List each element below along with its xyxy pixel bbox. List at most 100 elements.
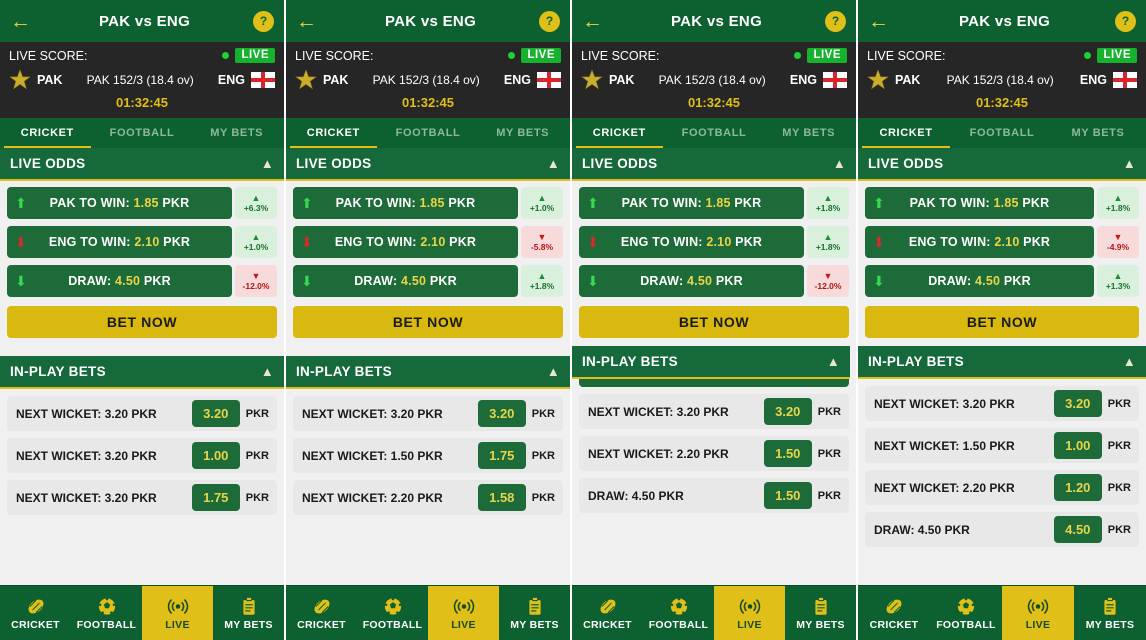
- tab-cricket[interactable]: CRICKET: [0, 118, 95, 149]
- odds-selection[interactable]: ⬆ PAK TO WIN: 1.85 PKR ⬆: [579, 187, 804, 219]
- chevron-up-icon[interactable]: ▲: [546, 156, 560, 171]
- odds-row[interactable]: ⬆ PAK TO WIN: 1.85 PKR ⬆ ▲ +6.3%: [7, 187, 277, 219]
- bottom-nav-my-bets[interactable]: MY BETS: [785, 586, 856, 640]
- odds-row[interactable]: ⬇ DRAW: 4.50 PKR ⬇ ▲ +1.3%: [865, 265, 1139, 297]
- odds-row[interactable]: ⬇ ENG TO WIN: 2.10 PKR ⬇ ▲ +1.0%: [7, 226, 277, 258]
- odds-row[interactable]: ⬇ ENG TO WIN: 2.10 PKR ⬇ ▼ -5.8%: [293, 226, 563, 258]
- help-button[interactable]: ?: [1115, 10, 1136, 32]
- odds-row[interactable]: ⬆ PAK TO WIN: 1.85 PKR ⬆ ▲ +1.8%: [865, 187, 1139, 219]
- inplay-bets-section-header[interactable]: IN-PLAY BETS ▲: [572, 346, 850, 379]
- back-arrow-icon[interactable]: ←: [296, 9, 317, 33]
- odds-row[interactable]: ⬇ DRAW: 4.50 PKR ⬇ ▼ -12.0%: [579, 265, 849, 297]
- bottom-nav-my-bets[interactable]: MY BETS: [213, 586, 284, 640]
- bottom-nav-cricket[interactable]: CRICKET: [572, 586, 643, 640]
- tab-my-bets[interactable]: MY BETS: [189, 118, 284, 148]
- inplay-bet-row[interactable]: NEXT WICKET: 2.20 PKR 1.50 PKR: [579, 436, 849, 471]
- help-button[interactable]: ?: [253, 10, 274, 32]
- bottom-nav-cricket[interactable]: CRICKET: [858, 586, 930, 640]
- inplay-odd-button[interactable]: 1.50: [763, 440, 812, 467]
- tab-football[interactable]: FOOTBALL: [381, 118, 476, 148]
- inplay-bet-row[interactable]: NEXT WICKET: 1.50 PKR 1.00 PKR: [865, 428, 1139, 463]
- help-button[interactable]: ?: [539, 10, 560, 32]
- inplay-odd-button[interactable]: 3.20: [1053, 390, 1102, 417]
- inplay-bets-section-header[interactable]: IN-PLAY BETS ▲: [858, 346, 1146, 379]
- bottom-nav-football[interactable]: FOOTBALL: [930, 586, 1002, 640]
- chevron-up-icon[interactable]: ▲: [1122, 354, 1136, 369]
- tab-football[interactable]: FOOTBALL: [954, 118, 1050, 148]
- live-odds-section-header[interactable]: LIVE ODDS ▲: [858, 148, 1146, 181]
- bottom-nav-live[interactable]: LIVE: [714, 586, 785, 640]
- inplay-odd-button[interactable]: 1.75: [191, 484, 240, 511]
- inplay-odd-button[interactable]: 4.50: [1053, 516, 1102, 543]
- inplay-bet-row[interactable]: DRAW: 4.50 PKR 1.50 PKR: [579, 478, 849, 513]
- tab-my-bets[interactable]: MY BETS: [475, 118, 570, 148]
- live-odds-section-header[interactable]: LIVE ODDS ▲: [286, 148, 570, 181]
- back-arrow-icon[interactable]: ←: [868, 9, 889, 33]
- live-odds-section-header[interactable]: LIVE ODDS ▲: [0, 148, 284, 181]
- bottom-nav-my-bets[interactable]: MY BETS: [1074, 586, 1146, 640]
- odds-row[interactable]: ⬇ ENG TO WIN: 2.10 PKR ⬇ ▼ -4.9%: [865, 226, 1139, 258]
- odds-row[interactable]: ⬆ PAK TO WIN: 1.85 PKR ⬆ ▲ +1.0%: [293, 187, 563, 219]
- live-odds-section-header[interactable]: LIVE ODDS ▲: [572, 148, 856, 181]
- inplay-odd-button[interactable]: 1.00: [191, 442, 240, 469]
- odds-selection[interactable]: ⬇ DRAW: 4.50 PKR ⬇: [865, 265, 1094, 297]
- bet-now-button[interactable]: BET NOW: [293, 306, 563, 338]
- inplay-odd-button[interactable]: 1.20: [1053, 474, 1102, 501]
- tab-cricket[interactable]: CRICKET: [858, 118, 954, 149]
- tab-cricket[interactable]: CRICKET: [572, 118, 667, 149]
- bottom-nav-live[interactable]: LIVE: [1002, 586, 1074, 640]
- tab-my-bets[interactable]: MY BETS: [1050, 118, 1146, 148]
- odds-row[interactable]: ⬇ DRAW: 4.50 PKR ⬇ ▼ -12.0%: [7, 265, 277, 297]
- bottom-nav-football[interactable]: FOOTBALL: [357, 586, 428, 640]
- bottom-nav-live[interactable]: LIVE: [142, 586, 213, 640]
- inplay-odd-button[interactable]: 1.75: [477, 442, 526, 469]
- odds-row[interactable]: ⬇ DRAW: 4.50 PKR ⬇ ▲ +1.8%: [293, 265, 563, 297]
- tab-cricket[interactable]: CRICKET: [286, 118, 381, 149]
- inplay-bet-row[interactable]: NEXT WICKET: 3.20 PKR 1.75 PKR: [7, 480, 277, 515]
- inplay-odd-button[interactable]: 1.50: [763, 482, 812, 509]
- bet-now-button[interactable]: BET NOW: [865, 306, 1139, 338]
- inplay-bet-row[interactable]: NEXT WICKET: 3.20 PKR 3.20 PKR: [579, 394, 849, 429]
- odds-selection[interactable]: ⬇ ENG TO WIN: 2.10 PKR ⬇: [293, 226, 518, 258]
- chevron-up-icon[interactable]: ▲: [1122, 156, 1136, 171]
- bet-now-button[interactable]: BET NOW: [579, 306, 849, 338]
- odds-row[interactable]: ⬇ ENG TO WIN: 2.10 PKR ⬇ ▲ +1.8%: [579, 226, 849, 258]
- odds-selection[interactable]: ⬆ PAK TO WIN: 1.85 PKR ⬆: [7, 187, 232, 219]
- inplay-bets-section-header[interactable]: IN-PLAY BETS ▲: [0, 356, 284, 389]
- inplay-bet-row[interactable]: NEXT WICKET: 3.20 PKR 3.20 PKR: [293, 396, 563, 431]
- bottom-nav-live[interactable]: LIVE: [428, 586, 499, 640]
- odds-selection[interactable]: ⬇ DRAW: 4.50 PKR ⬇: [579, 265, 804, 297]
- chevron-up-icon[interactable]: ▲: [826, 354, 840, 369]
- inplay-bet-row[interactable]: NEXT WICKET: 2.20 PKR 1.20 PKR: [865, 470, 1139, 505]
- bet-now-button[interactable]: BET NOW: [7, 306, 277, 338]
- inplay-bet-row[interactable]: NEXT WICKET: 3.20 PKR 3.20 PKR: [7, 396, 277, 431]
- inplay-bet-row[interactable]: NEXT WICKET: 1.50 PKR 1.75 PKR: [293, 438, 563, 473]
- bottom-nav-cricket[interactable]: CRICKET: [0, 586, 71, 640]
- back-arrow-icon[interactable]: ←: [10, 9, 31, 33]
- odds-selection[interactable]: ⬇ ENG TO WIN: 2.10 PKR ⬇: [7, 226, 232, 258]
- inplay-bet-row[interactable]: NEXT WICKET: 2.20 PKR 1.58 PKR: [293, 480, 563, 515]
- help-button[interactable]: ?: [825, 10, 846, 32]
- tab-my-bets[interactable]: MY BETS: [761, 118, 856, 148]
- tab-football[interactable]: FOOTBALL: [95, 118, 190, 148]
- back-arrow-icon[interactable]: ←: [582, 9, 603, 33]
- odds-selection[interactable]: ⬇ DRAW: 4.50 PKR ⬇: [293, 265, 518, 297]
- odds-selection[interactable]: ⬆ PAK TO WIN: 1.85 PKR ⬆: [865, 187, 1094, 219]
- odds-selection[interactable]: ⬇ ENG TO WIN: 2.10 PKR ⬇: [865, 226, 1094, 258]
- odds-selection[interactable]: ⬇ DRAW: 4.50 PKR ⬇: [7, 265, 232, 297]
- chevron-up-icon[interactable]: ▲: [832, 156, 846, 171]
- inplay-odd-button[interactable]: 1.00: [1053, 432, 1102, 459]
- inplay-bet-row[interactable]: DRAW: 4.50 PKR 4.50 PKR: [865, 512, 1139, 547]
- odds-row[interactable]: ⬆ PAK TO WIN: 1.85 PKR ⬆ ▲ +1.8%: [579, 187, 849, 219]
- bottom-nav-football[interactable]: FOOTBALL: [71, 586, 142, 640]
- inplay-odd-button[interactable]: 3.20: [763, 398, 812, 425]
- bottom-nav-my-bets[interactable]: MY BETS: [499, 586, 570, 640]
- odds-selection[interactable]: ⬇ ENG TO WIN: 2.10 PKR ⬇: [579, 226, 804, 258]
- inplay-bet-row[interactable]: NEXT WICKET: 3.20 PKR 1.00 PKR: [7, 438, 277, 473]
- inplay-bets-section-header[interactable]: IN-PLAY BETS ▲: [286, 356, 570, 389]
- odds-selection[interactable]: ⬆ PAK TO WIN: 1.85 PKR ⬆: [293, 187, 518, 219]
- inplay-odd-button[interactable]: 3.20: [477, 400, 526, 427]
- bottom-nav-cricket[interactable]: CRICKET: [286, 586, 357, 640]
- chevron-up-icon[interactable]: ▲: [260, 156, 274, 171]
- chevron-up-icon[interactable]: ▲: [546, 364, 560, 379]
